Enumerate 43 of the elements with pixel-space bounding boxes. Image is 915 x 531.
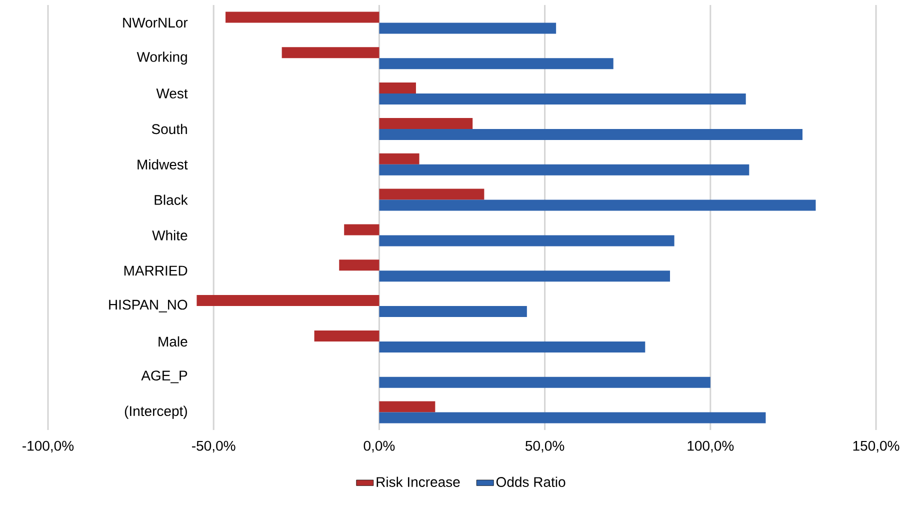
y-tick-label: West bbox=[156, 88, 188, 98]
x-tick-label: -50,0% bbox=[192, 440, 236, 452]
bar bbox=[379, 200, 816, 211]
bar bbox=[379, 153, 420, 164]
legend-label: Risk Increase bbox=[376, 476, 460, 487]
x-tick-label: 0,0% bbox=[364, 440, 395, 452]
y-tick-label: South bbox=[152, 124, 187, 134]
y-tick-label: Male bbox=[158, 336, 188, 347]
bar bbox=[379, 94, 746, 105]
bar bbox=[379, 118, 473, 129]
bar bbox=[379, 306, 527, 318]
y-tick-label: (Intercept) bbox=[124, 406, 187, 419]
y-tick-label: Black bbox=[154, 194, 188, 205]
bar bbox=[282, 47, 380, 58]
y-tick-label: White bbox=[152, 230, 188, 240]
x-tick-label: -100,0% bbox=[22, 440, 74, 452]
y-tick-label: Working bbox=[136, 52, 187, 65]
x-tick-label: 100,0% bbox=[688, 440, 734, 452]
legend-label: Odds Ratio bbox=[496, 476, 566, 487]
bar bbox=[379, 376, 710, 388]
bar bbox=[196, 295, 380, 306]
bar bbox=[226, 12, 380, 23]
bar bbox=[314, 330, 380, 342]
bar bbox=[379, 341, 646, 352]
bar bbox=[379, 270, 670, 282]
y-tick-label: HISPAN_NO bbox=[109, 300, 188, 312]
bar bbox=[379, 235, 674, 246]
x-tick-label: 50,0% bbox=[526, 440, 564, 452]
y-tick-label: NWorNLor bbox=[123, 18, 188, 28]
bar bbox=[379, 22, 556, 34]
x-tick-label: 150,0% bbox=[853, 440, 900, 452]
y-tick-label: MARRIED bbox=[124, 266, 188, 276]
y-tick-label: AGE_P bbox=[141, 370, 188, 384]
bar bbox=[339, 260, 380, 271]
bar bbox=[379, 164, 750, 176]
bar bbox=[379, 128, 802, 140]
bar bbox=[344, 224, 380, 236]
bar bbox=[379, 188, 484, 200]
bar bbox=[379, 401, 436, 412]
bar bbox=[379, 58, 614, 70]
bar bbox=[379, 412, 766, 424]
y-tick-label: Midwest bbox=[138, 159, 188, 170]
bar bbox=[379, 82, 416, 94]
